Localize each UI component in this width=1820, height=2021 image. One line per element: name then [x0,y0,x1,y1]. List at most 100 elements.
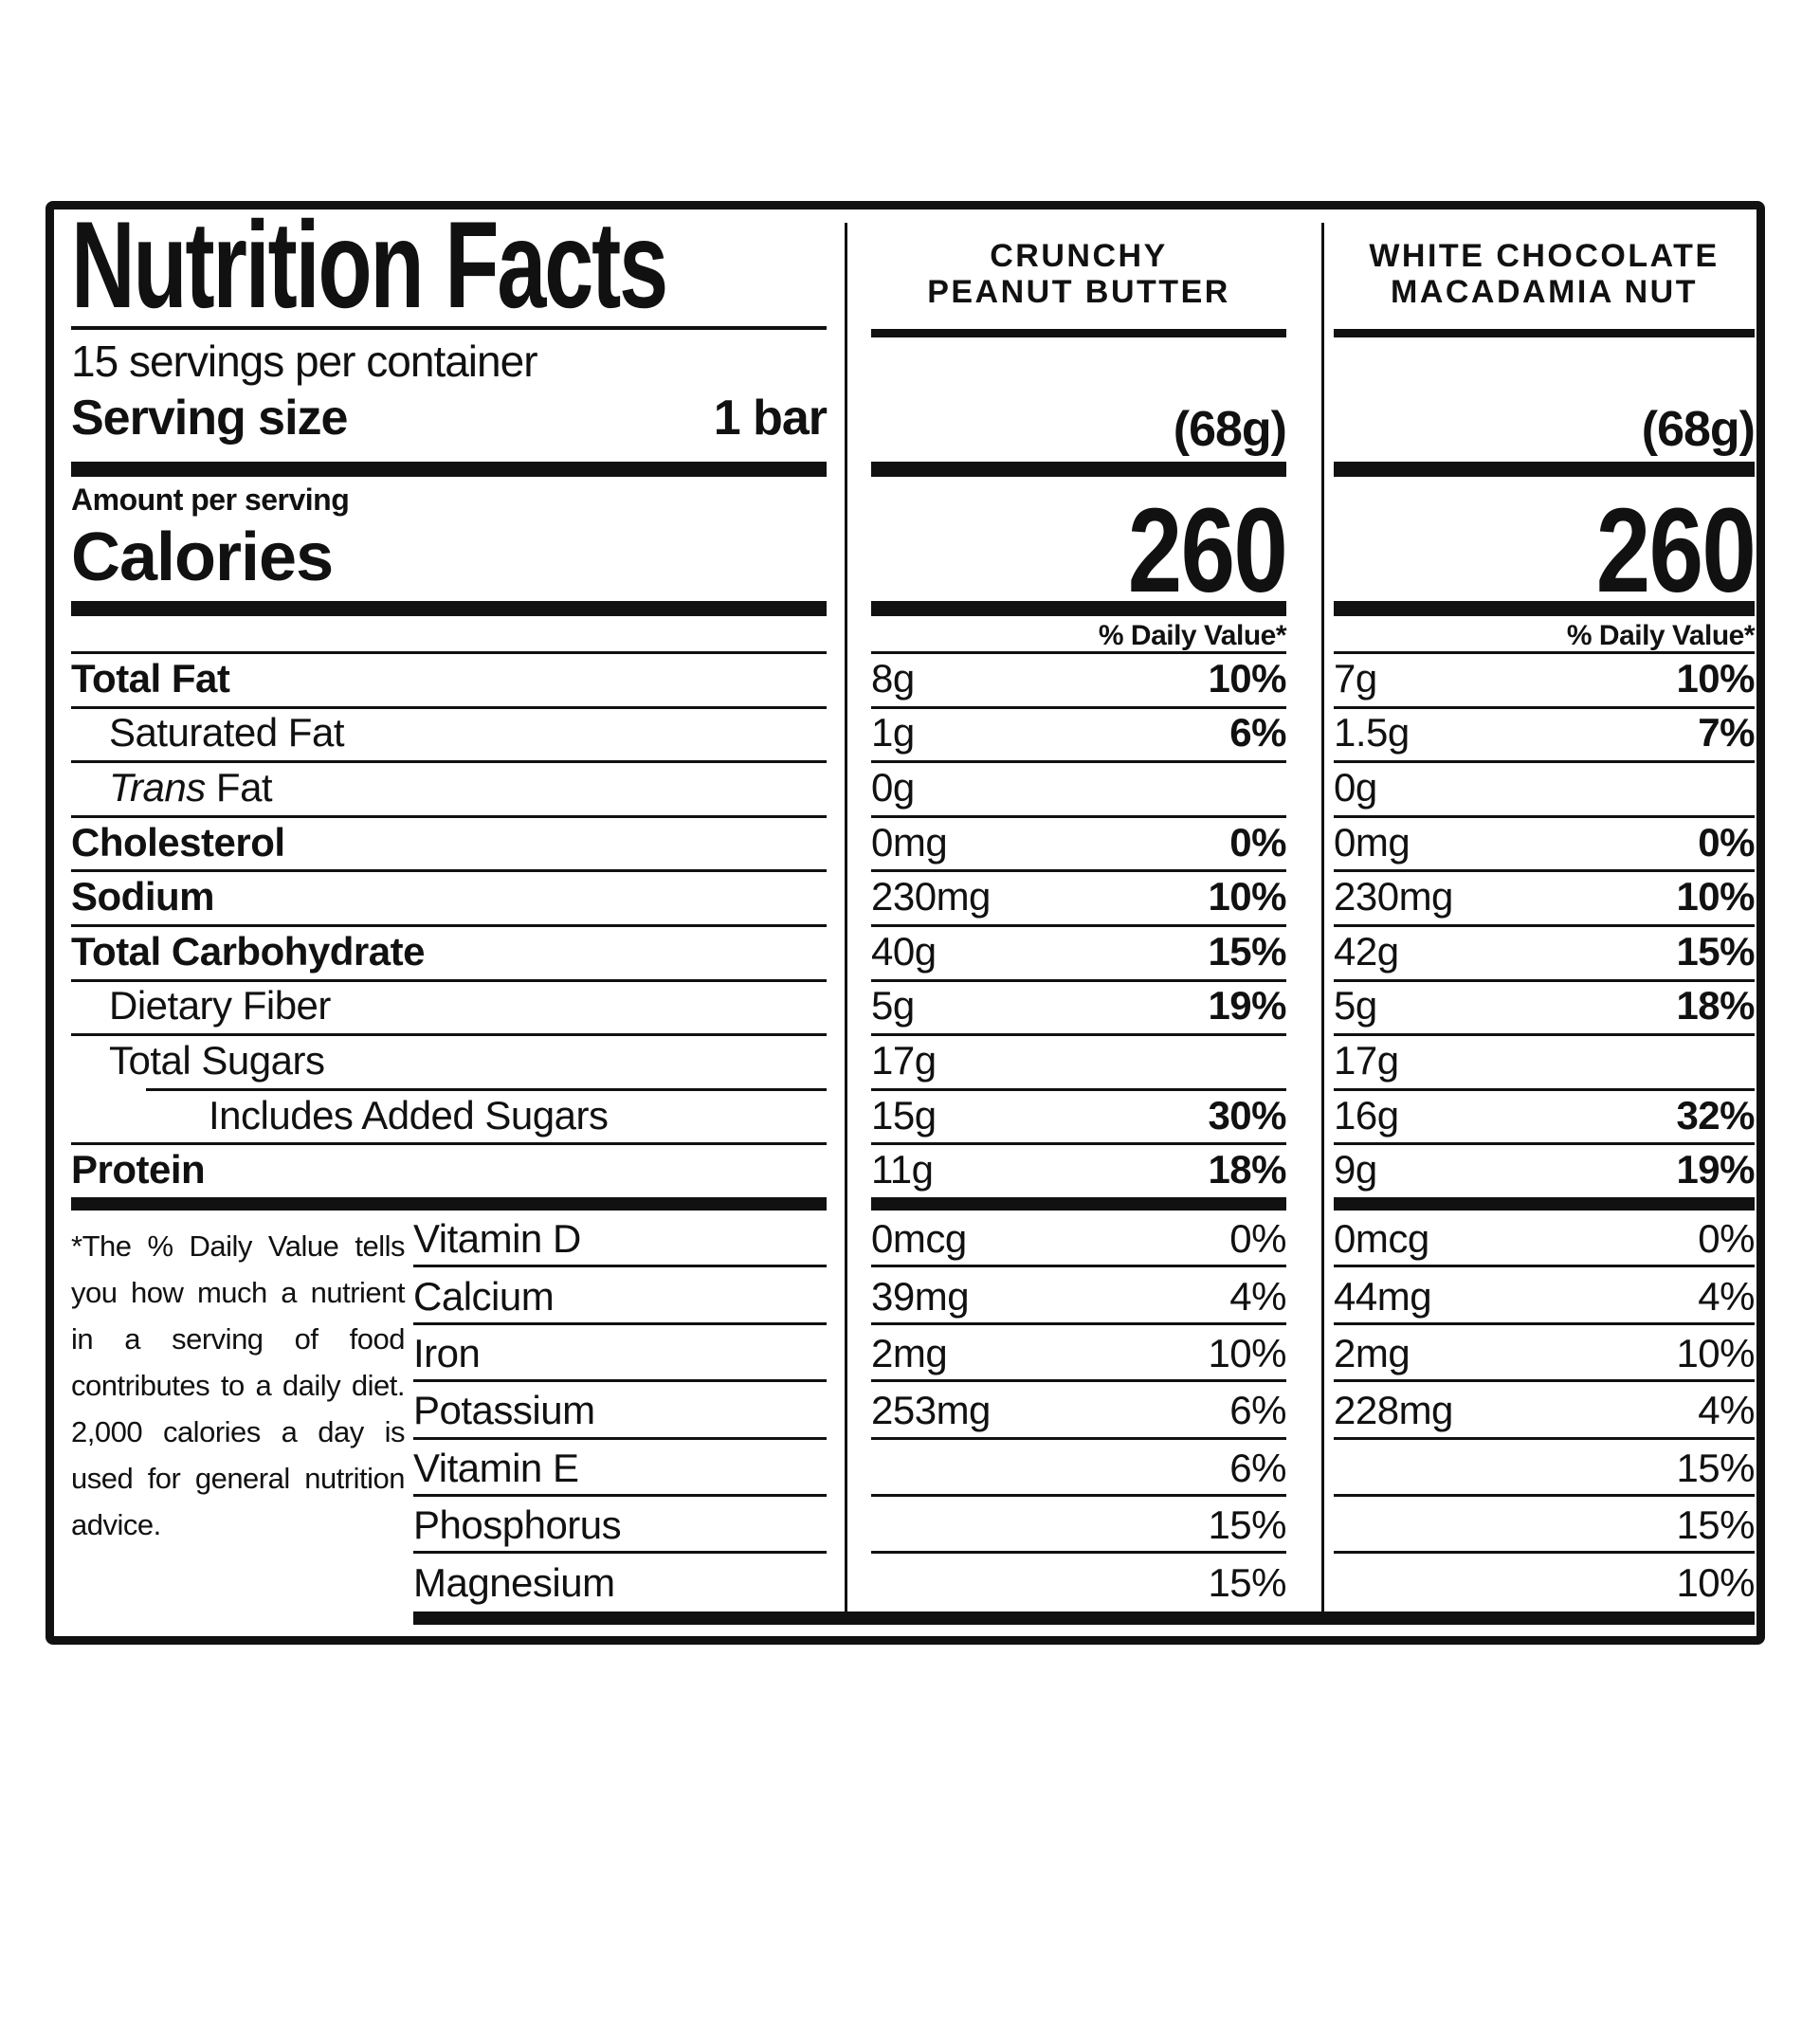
nutrient-name: Total Fat [71,655,230,701]
amount-col2: 42g [1334,928,1399,974]
flavor-2-name: WHITE CHOCOLATE MACADAMIA NUT [1334,238,1755,310]
amount-per-serving-label: Amount per serving [71,482,350,517]
amount-col2: 5g [1334,983,1377,1029]
dv-col2: 10% [1676,874,1755,919]
calories-label: Calories [71,519,334,595]
nutrient-name: Sodium [71,874,215,919]
nutrient-row-total-carbohydrate: Total Carbohydrate 40g 15% 42g 15% [54,923,1756,979]
dv-col2: 10% [1676,655,1755,701]
micronutrients-section: *The % Daily Value tells you how much a … [54,1211,1756,1611]
amount-col1: 8g [871,655,915,701]
nutrient-name: Dietary Fiber [109,983,331,1029]
amount-col2: 17g [1334,1037,1399,1083]
dv-col2: 0% [1698,1216,1755,1262]
nutrition-facts-panel: Nutrition Facts 15 servings per containe… [46,201,1765,1645]
nutrient-row-dietary-fiber: Dietary Fiber 5g 19% 5g 18% [54,978,1756,1034]
amount-col2: 230mg [1334,874,1453,919]
amount-col2: 0mcg [1334,1216,1429,1262]
vitamin-row: 0mcg 0% [871,1211,1286,1268]
amount-col1: 2mg [871,1330,948,1375]
amount-col1: 39mg [871,1273,970,1319]
flavor-1-calories: 260 [1127,483,1288,618]
dv-col1: 0% [1229,1216,1286,1262]
protein-bar [54,1196,1756,1211]
vitamin-row: 15% [871,1554,1286,1611]
nutrient-name: Includes Added Sugars [209,1092,609,1138]
bottom-bar [54,1611,1756,1625]
dv-col1: 15% [1208,1559,1286,1605]
dv-col1: 6% [1229,710,1286,756]
dv-col1: 6% [1229,1445,1286,1490]
amount-col2: 0g [1334,764,1377,810]
dv-col2: 10% [1676,1559,1755,1605]
daily-value-header-1: % Daily Value* [1098,620,1287,651]
dv-col2: 0% [1698,819,1755,865]
dv-col1: 0% [1229,819,1286,865]
flavor-2-name-line1: WHITE CHOCOLATE [1369,238,1720,274]
flavor-column-1-header: CRUNCHY PEANUT BUTTER (68g) [847,209,1324,462]
amount-col1: 11g [871,1147,934,1193]
serving-size-row: Serving size 1 bar [71,390,828,446]
amount-col2: 16g [1334,1092,1399,1138]
flavor-1-name-line2: PEANUT BUTTER [927,274,1230,310]
flavor-2-rule [1334,329,1755,337]
vitamin-values-col2: 0mcg 0% 44mg 4% 2mg 10% 228mg 4% 15% 15% 10% [1324,1211,1756,1611]
nutrient-row-total-sugars: Total Sugars 17g 17g [54,1033,1756,1088]
amount-col2: 7g [1334,655,1377,701]
dv-col1: 30% [1208,1092,1286,1138]
nutrient-name: Protein [71,1147,206,1193]
flavor-2-calories: 260 [1595,483,1756,618]
dv-col2: 32% [1676,1092,1755,1138]
vitamin-name-vitamin-e: Vitamin E [413,1440,827,1498]
flavor-1-rule [871,329,1286,337]
amount-col2: 228mg [1334,1388,1453,1433]
amount-col2: 2mg [1334,1330,1410,1375]
amount-col1: 17g [871,1037,937,1083]
amount-col2: 0mg [1334,819,1410,865]
amount-col1: 0mcg [871,1216,967,1262]
nutrient-name-rest: Fat [205,764,273,810]
vitamin-row: 2mg 10% [1334,1325,1755,1383]
vitamin-name-vitamin-d: Vitamin D [413,1211,827,1268]
amount-col1: 40g [871,928,937,974]
vitamin-name-magnesium: Magnesium [413,1559,615,1605]
vitamin-row: 15% [871,1497,1286,1555]
dv-col1: 10% [1208,1330,1286,1375]
dv-col1: 15% [1208,1502,1286,1548]
flavor-1-name-line1: CRUNCHY [990,238,1168,274]
nutrient-row-protein: Protein 11g 18% 9g 19% [54,1142,1756,1197]
vitamin-row: 6% [871,1440,1286,1498]
vitamin-name-iron: Iron [413,1325,827,1383]
dv-col2: 10% [1676,1330,1755,1375]
serving-size-bar [54,462,1756,477]
dv-col2: 4% [1698,1388,1755,1433]
nutrient-row-sodium: Sodium 230mg 10% 230mg 10% [54,869,1756,924]
amount-col2: 44mg [1334,1273,1432,1319]
amount-col1: 1g [871,710,915,756]
dv-col2: 15% [1676,928,1755,974]
daily-value-header-2: % Daily Value* [1566,620,1756,651]
nutrient-name: Saturated Fat [109,710,344,756]
amount-col1: 253mg [871,1388,991,1433]
amount-col1: 0g [871,764,915,810]
title-rule [71,326,827,331]
dv-col1: 18% [1208,1147,1286,1193]
daily-value-header-band: % Daily Value* % Daily Value* [54,616,1756,651]
vitamin-row: 2mg 10% [871,1325,1286,1383]
dv-col2: 18% [1676,983,1755,1029]
nutrient-row-saturated-fat: Saturated Fat 1g 6% 1.5g 7% [54,705,1756,761]
amount-col2: 9g [1334,1147,1377,1193]
vitamin-names-column: Vitamin D Calcium Iron Potassium Vitamin… [413,1211,827,1611]
dv-col1: 15% [1208,928,1286,974]
serving-size-value: 1 bar [713,390,828,446]
dv-col1: 10% [1208,874,1286,919]
nutrient-name: Total Carbohydrate [71,928,425,974]
dv-col1: 4% [1229,1273,1286,1319]
flavor-2-serving-weight: (68g) [1641,402,1756,457]
flavor-column-2-header: WHITE CHOCOLATE MACADAMIA NUT (68g) [1324,209,1756,462]
servings-per-container: 15 servings per container [71,337,538,387]
daily-value-footnote: *The % Daily Value tells you how much a … [71,1229,406,1541]
dv-col2: 15% [1676,1502,1755,1548]
column-divider-left [845,223,847,1611]
vitamin-row: 253mg 6% [871,1382,1286,1441]
